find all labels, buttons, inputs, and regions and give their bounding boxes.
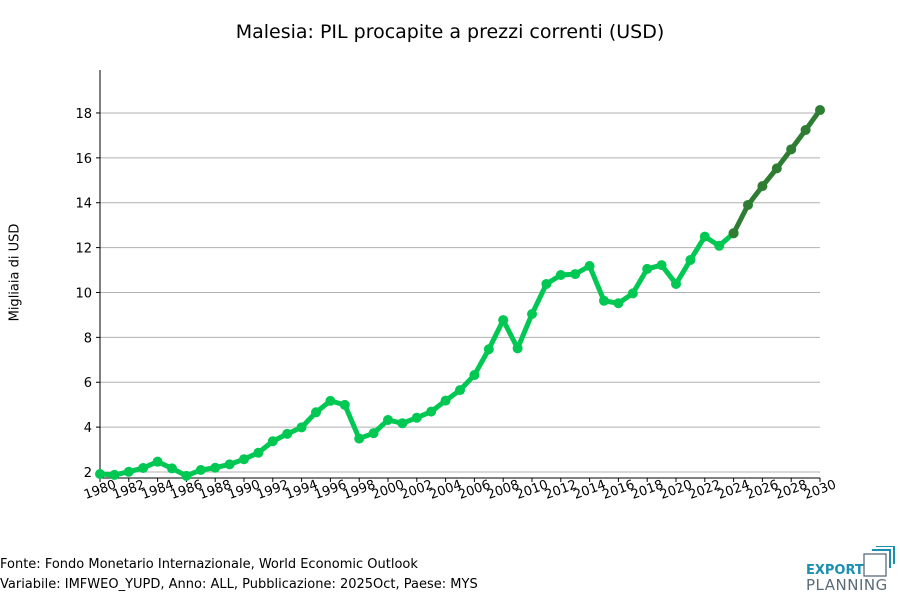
data-point-1989 [224, 459, 235, 470]
data-point-2029 [800, 125, 811, 136]
data-point-2013 [570, 269, 581, 280]
y-tick-label: 4 [84, 421, 92, 436]
data-point-1985 [167, 463, 177, 474]
data-point-2027 [771, 163, 782, 174]
data-point-1995 [311, 407, 321, 418]
data-point-2006 [469, 370, 480, 381]
data-point-1990 [239, 454, 249, 465]
data-point-2000 [383, 414, 393, 425]
data-point-1998 [354, 433, 365, 444]
data-point-1987 [195, 464, 206, 475]
data-point-2007 [483, 344, 494, 355]
y-tick-label: 12 [75, 242, 92, 257]
export-planning-logo: EXPORT PLANNING [806, 546, 896, 594]
y-tick-label: 10 [75, 286, 92, 301]
data-point-2018 [642, 263, 653, 274]
series-line-storico [99, 231, 736, 479]
data-point-2014 [584, 261, 595, 272]
data-point-1983 [138, 462, 149, 473]
data-point-1997 [339, 399, 350, 410]
data-point-1984 [152, 456, 163, 467]
y-tick-label: 2 [84, 466, 92, 481]
data-point-2025 [743, 199, 753, 210]
data-point-1993 [282, 428, 293, 439]
data-point-2011 [541, 278, 552, 289]
data-point-1988 [210, 462, 221, 473]
data-point-2026 [757, 181, 768, 192]
data-point-2021 [685, 254, 696, 265]
data-point-2008 [498, 315, 509, 326]
data-point-1986 [181, 470, 192, 481]
data-point-2010 [527, 309, 537, 320]
data-point-2012 [555, 269, 566, 280]
data-point-2019 [656, 260, 667, 271]
data-point-2009 [512, 343, 523, 354]
logo-line2: PLANNING [806, 576, 888, 594]
data-point-1991 [253, 447, 264, 458]
data-point-1994 [296, 422, 307, 433]
data-point-2020 [671, 278, 681, 289]
data-point-2022 [699, 231, 710, 242]
y-tick-label: 16 [75, 152, 92, 167]
data-point-2003 [426, 406, 437, 417]
y-tick-label: 14 [75, 197, 92, 212]
data-point-2005 [455, 385, 465, 396]
data-point-2023 [714, 240, 725, 251]
data-point-1996 [325, 395, 336, 406]
source-note: Fonte: Fondo Monetario Internazionale, W… [0, 557, 418, 572]
y-tick-label: 8 [84, 331, 92, 346]
y-tick-label: 6 [84, 376, 92, 391]
logo-icon [863, 546, 895, 577]
data-point-2002 [411, 412, 422, 423]
data-point-2015 [599, 295, 609, 306]
x-tick-label: 2030 [802, 478, 838, 503]
data-point-2028 [786, 144, 797, 155]
data-point-1980 [95, 469, 105, 480]
data-point-1992 [267, 436, 278, 447]
data-point-2016 [613, 298, 624, 309]
data-point-1999 [368, 428, 379, 439]
data-point-1981 [109, 469, 120, 480]
logo-line1: EXPORT [806, 563, 864, 578]
y-tick-label: 18 [75, 107, 92, 122]
data-point-1982 [123, 466, 134, 477]
data-point-2001 [397, 418, 408, 429]
data-point-2004 [440, 395, 451, 406]
data-point-2030 [815, 105, 825, 116]
data-point-2024 [728, 228, 739, 239]
data-point-2017 [627, 288, 638, 299]
chart-title: Malesia: PIL procapite a prezzi correnti… [235, 21, 665, 43]
variable-note: Variabile: IMFWEO_YUPD, Anno: ALL, Pubbl… [0, 577, 478, 592]
